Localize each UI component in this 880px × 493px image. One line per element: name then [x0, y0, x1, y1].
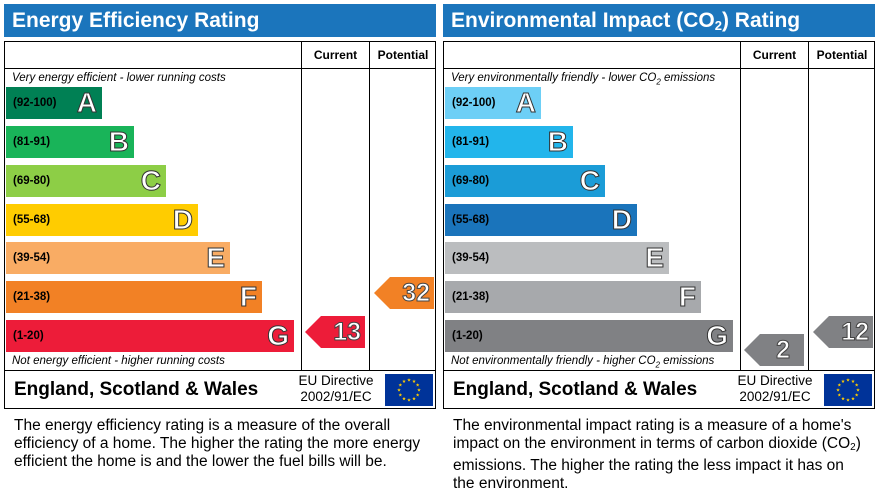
environment-chart: Current Potential Very environmentally f… — [443, 41, 875, 409]
potential-column-header: Potential — [816, 48, 868, 62]
chart-footer: England, Scotland & Wales EU Directive 2… — [444, 370, 874, 409]
bottom-caption: Not energy efficient - higher running co… — [12, 355, 225, 367]
band-range: (21-38) — [13, 291, 51, 303]
current-rating-value: 2 — [776, 336, 791, 365]
band-range: (39-54) — [13, 252, 51, 264]
band-a: (92-100) A — [445, 87, 541, 119]
band-range: (81-91) — [452, 136, 490, 148]
chart-footer: England, Scotland & Wales EU Directive 2… — [5, 370, 435, 409]
band-range: (55-68) — [452, 214, 490, 226]
potential-rating-arrow: 32 — [374, 277, 434, 309]
band-e: (39-54) E — [6, 242, 230, 274]
potential-column-header: Potential — [377, 48, 429, 62]
band-b: (81-91) B — [445, 126, 573, 158]
band-c: (69-80) C — [6, 165, 166, 197]
top-caption: Very energy efficient - lower running co… — [12, 72, 226, 84]
current-rating-value: 13 — [333, 318, 362, 347]
band-range: (55-68) — [13, 214, 51, 226]
band-d: (55-68) D — [445, 204, 637, 236]
band-letter: C — [579, 165, 600, 197]
band-letter: G — [706, 320, 729, 352]
region-name: England, Scotland & Wales — [14, 379, 259, 400]
band-letter: B — [108, 126, 129, 158]
band-range: (92-100) — [13, 97, 57, 109]
current-column-header: Current — [752, 48, 797, 62]
region-name: England, Scotland & Wales — [453, 379, 698, 400]
energy-description: The energy efficiency rating is a measur… — [14, 417, 421, 470]
band-letter: A — [76, 87, 97, 119]
current-column-header: Current — [313, 48, 358, 62]
band-letter: D — [172, 204, 193, 236]
environment-description: The environmental impact rating is a mea… — [453, 417, 861, 492]
energy-chart: Current Potential Very energy efficient … — [4, 41, 436, 409]
band-letter: G — [267, 320, 290, 352]
band-range: (69-80) — [13, 175, 51, 187]
band-range: (39-54) — [452, 252, 490, 264]
eu-directive: EU Directive 2002/91/EC — [298, 373, 374, 404]
eu-directive: EU Directive 2002/91/EC — [737, 373, 813, 404]
band-letter: C — [140, 165, 161, 197]
band-letter: B — [547, 126, 568, 158]
band-range: (1-20) — [452, 330, 483, 342]
band-letter: A — [515, 87, 536, 119]
band-g: (1-20) G — [6, 320, 294, 352]
potential-rating-value: 12 — [841, 318, 870, 347]
eu-flag-icon — [385, 374, 433, 406]
band-range: (21-38) — [452, 291, 490, 303]
current-rating-arrow: 2 — [744, 334, 804, 366]
potential-rating-arrow: 12 — [813, 316, 873, 348]
band-f: (21-38) F — [6, 281, 262, 313]
band-c: (69-80) C — [445, 165, 605, 197]
environment-panel-title: Environmental Impact (CO2) Rating — [443, 4, 875, 37]
energy-efficiency-panel: Energy Efficiency Rating Current Potenti… — [4, 4, 436, 490]
band-range: (81-91) — [13, 136, 51, 148]
environmental-impact-panel: Environmental Impact (CO2) Rating Curren… — [443, 4, 875, 492]
current-rating-arrow: 13 — [305, 316, 365, 348]
band-letter: D — [611, 204, 632, 236]
bottom-caption: Not environmentally friendly - higher CO… — [451, 355, 715, 370]
energy-panel-title: Energy Efficiency Rating — [4, 4, 436, 37]
band-letter: E — [645, 242, 665, 274]
band-b: (81-91) B — [6, 126, 134, 158]
band-range: (92-100) — [452, 97, 496, 109]
band-f: (21-38) F — [445, 281, 701, 313]
top-caption: Very environmentally friendly - lower CO… — [451, 72, 716, 87]
band-d: (55-68) D — [6, 204, 198, 236]
band-letter: F — [678, 281, 696, 313]
band-range: (1-20) — [13, 330, 44, 342]
band-letter: E — [206, 242, 226, 274]
band-range: (69-80) — [452, 175, 490, 187]
eu-flag-icon — [824, 374, 872, 406]
band-a: (92-100) A — [6, 87, 102, 119]
band-e: (39-54) E — [445, 242, 669, 274]
band-letter: F — [239, 281, 257, 313]
band-g: (1-20) G — [445, 320, 733, 352]
potential-rating-value: 32 — [402, 279, 431, 308]
